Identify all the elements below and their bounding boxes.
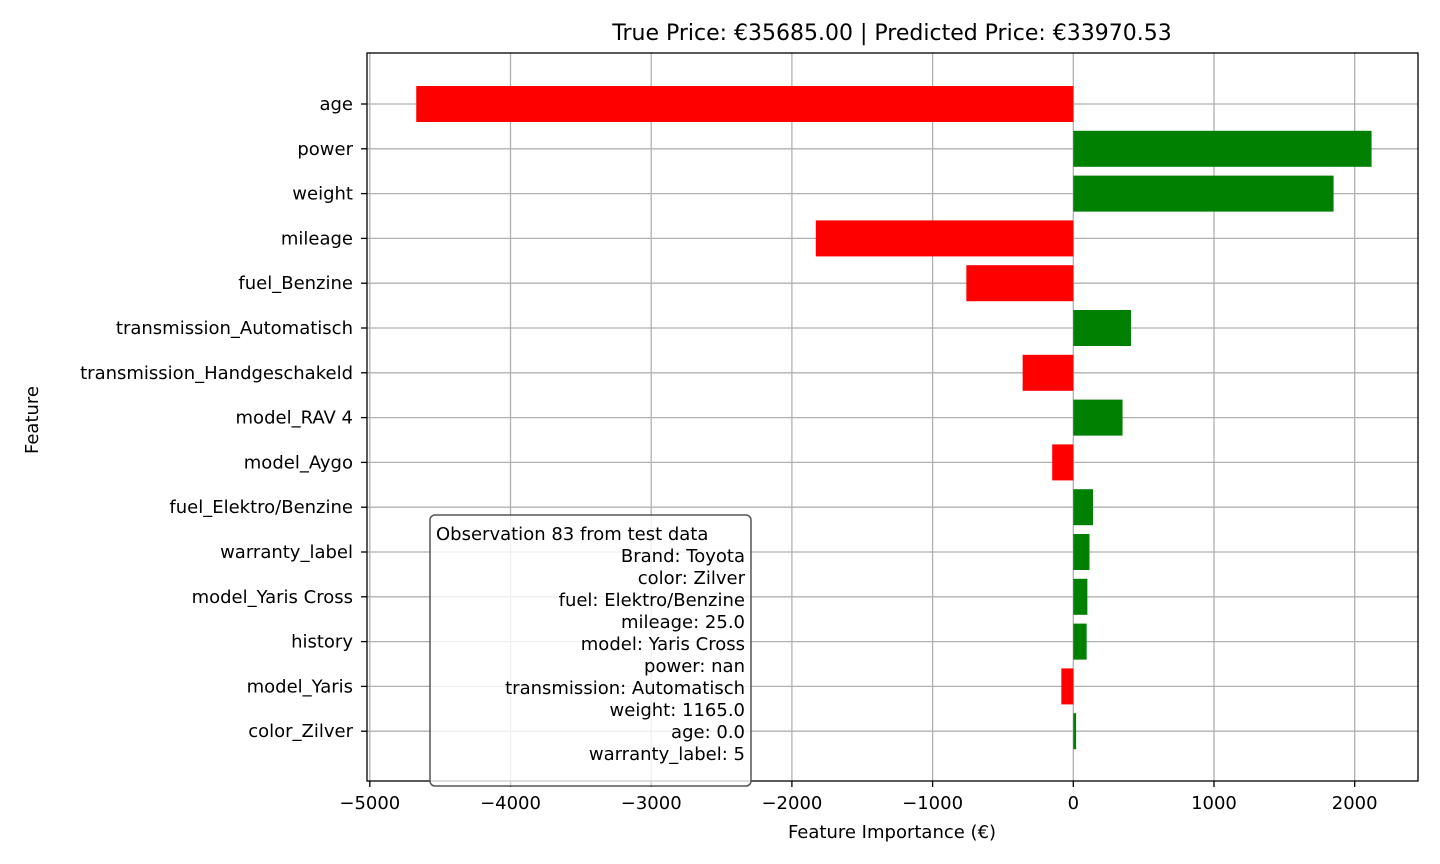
bar xyxy=(815,220,1074,257)
y-tick-label: mileage xyxy=(281,228,353,249)
bar xyxy=(1052,444,1074,481)
y-tick-label: power xyxy=(297,139,353,160)
observation-info-line: Brand: Toyota xyxy=(621,546,745,567)
observation-info-box-frame xyxy=(429,514,752,787)
observation-info-line: warranty_label: 5 xyxy=(589,744,745,765)
y-tick-label: fuel_Benzine xyxy=(238,273,353,294)
y-tick-label: transmission_Handgeschakeld xyxy=(80,363,353,384)
bar xyxy=(1073,175,1334,212)
y-tick-label: model_Yaris xyxy=(247,676,353,697)
observation-info-line: age: 0.0 xyxy=(671,722,745,743)
bar xyxy=(1073,399,1123,436)
observation-info-line: color: Zilver xyxy=(638,568,746,589)
x-tick-label: −5000 xyxy=(339,793,400,814)
x-tick-label: −4000 xyxy=(480,793,541,814)
observation-info-line: mileage: 25.0 xyxy=(621,612,745,633)
y-tick-label: color_Zilver xyxy=(248,721,353,742)
bar xyxy=(1073,310,1131,346)
observation-info-line: power: nan xyxy=(644,656,745,677)
observation-info-line: model: Yaris Cross xyxy=(581,634,745,655)
bar xyxy=(1073,130,1372,167)
y-tick-label: fuel_Elektro/Benzine xyxy=(169,497,353,518)
bar xyxy=(416,86,1074,122)
y-tick-label: warranty_label xyxy=(220,542,353,563)
bar xyxy=(1022,354,1074,391)
observation-info-line: fuel: Elektro/Benzine xyxy=(559,590,745,611)
y-tick-label: transmission_Automatisch xyxy=(116,318,353,339)
bar xyxy=(1073,713,1077,750)
bar xyxy=(1073,623,1087,660)
bar xyxy=(1061,668,1074,705)
bars xyxy=(416,86,1372,750)
y-tick-label: model_RAV 4 xyxy=(236,408,353,429)
x-tick-label: −2000 xyxy=(761,793,822,814)
grid-lines xyxy=(367,53,1418,781)
observation-info-line: Observation 83 from test data xyxy=(436,524,708,545)
bar xyxy=(966,265,1074,302)
x-axis-title: Feature Importance (€) xyxy=(788,822,996,843)
x-tick-label: 1000 xyxy=(1191,793,1237,814)
y-tick-label: history xyxy=(291,632,353,653)
x-tick-label: −3000 xyxy=(621,793,682,814)
y-axis-title: Feature xyxy=(22,386,43,454)
bar xyxy=(1073,578,1088,615)
x-tick-label: −1000 xyxy=(902,793,963,814)
chart-title: True Price: €35685.00 | Predicted Price:… xyxy=(611,21,1171,46)
y-tick-label: age xyxy=(319,94,353,115)
x-tick-label: 2000 xyxy=(1332,793,1378,814)
bar xyxy=(1073,489,1093,526)
x-tick-label: 0 xyxy=(1068,793,1079,814)
x-axis-ticks: −5000 −4000 −3000 −2000 −1000 0 1000 2000 xyxy=(339,781,1378,814)
bar xyxy=(1073,534,1090,570)
observation-info-line: transmission: Automatisch xyxy=(505,678,745,699)
y-axis-ticks: age power weight mileage fuel_Benzinetransmi… xyxy=(80,94,367,742)
y-tick-label: weight xyxy=(292,184,353,205)
y-tick-label: model_Yaris Cross xyxy=(192,587,353,608)
observation-info-line: weight: 1165.0 xyxy=(610,700,745,721)
y-tick-label: model_Aygo xyxy=(244,452,353,473)
